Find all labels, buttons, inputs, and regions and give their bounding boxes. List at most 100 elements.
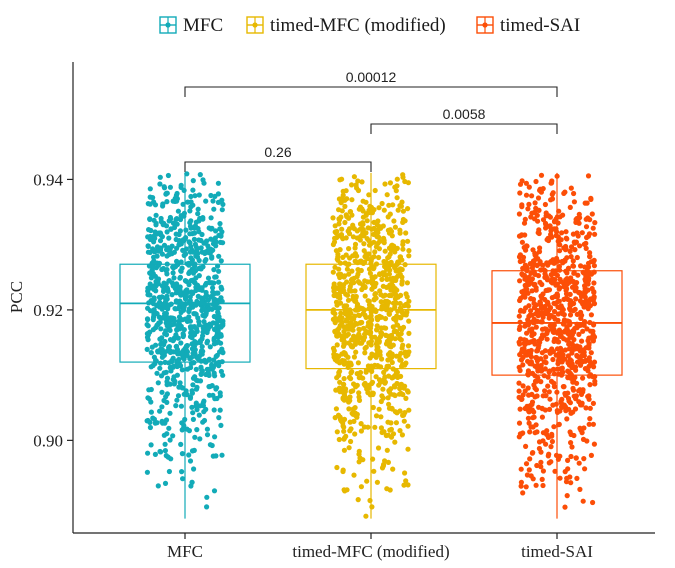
data-point [551,424,557,430]
data-point [189,404,195,410]
data-point [168,226,174,232]
data-point [375,445,382,451]
data-point [531,337,537,344]
data-point [546,389,552,395]
data-point [342,219,348,226]
data-point [194,427,200,433]
data-point [517,190,523,196]
data-point [538,305,545,311]
data-point [333,285,340,291]
data-point [208,215,214,221]
data-point [342,273,348,279]
data-point [583,405,589,411]
data-point [370,390,376,396]
data-point [386,311,392,317]
data-point [564,281,570,287]
data-point [339,226,345,232]
data-point [527,351,533,358]
data-point [200,348,206,354]
data-point [590,400,597,406]
data-point [586,355,593,361]
data-point [350,406,356,412]
data-point [161,185,168,191]
data-point [400,391,406,398]
data-point [516,388,522,394]
data-point [568,345,574,352]
data-point [335,257,341,263]
data-point [577,387,583,393]
data-point [155,348,161,354]
y-tick-label: 0.92 [33,301,63,320]
data-point [381,369,387,375]
data-point [525,206,531,212]
box-1 [305,172,437,519]
data-point [216,253,222,259]
data-point [211,341,217,347]
data-point [542,366,548,372]
data-point [219,452,225,458]
data-point [524,472,531,478]
data-point [565,265,572,271]
data-point [188,204,194,210]
data-point [169,280,175,286]
data-point [157,365,163,371]
data-point [579,230,585,236]
data-point [586,300,592,306]
data-point [200,333,206,339]
data-point [384,447,390,453]
data-point [365,225,371,231]
data-point [356,459,362,465]
bracket-line [370,123,558,134]
data-point [216,279,222,285]
data-point [213,361,219,367]
data-point [391,392,397,398]
bracket-line [184,161,372,172]
data-point [561,312,567,318]
data-point [191,447,197,453]
data-point [371,219,377,225]
data-point [206,372,212,378]
data-point [167,184,173,190]
data-point [533,387,540,393]
data-point [535,195,542,201]
data-point [394,287,400,293]
data-point [214,290,220,296]
data-point [567,204,573,210]
data-point [196,273,202,279]
data-point [402,178,408,185]
data-point [576,211,582,217]
axes: PCC [7,62,655,534]
data-point [151,254,157,260]
data-point [151,297,157,303]
data-point [527,403,533,409]
data-point [403,312,409,318]
data-point [346,445,352,451]
data-point [173,231,179,237]
data-point [538,379,544,385]
data-point [341,376,347,382]
data-point [563,229,569,235]
data-point [218,422,224,428]
data-point [567,333,573,339]
data-point [556,286,562,292]
data-point [368,338,374,344]
data-point [563,246,569,252]
data-point [194,282,201,288]
data-point [532,363,538,369]
data-point [398,381,404,387]
data-point [576,460,582,466]
data-point [161,315,167,321]
data-point [588,350,594,356]
data-point [395,294,401,300]
data-point [201,306,207,312]
data-point [330,269,336,275]
data-point [560,384,567,390]
data-point [205,275,212,281]
data-point [207,442,213,448]
data-point [362,284,368,290]
data-point [145,243,151,249]
data-point [373,244,379,250]
data-point [196,192,202,198]
data-point [386,271,392,277]
y-tick-label: 0.94 [33,170,63,189]
